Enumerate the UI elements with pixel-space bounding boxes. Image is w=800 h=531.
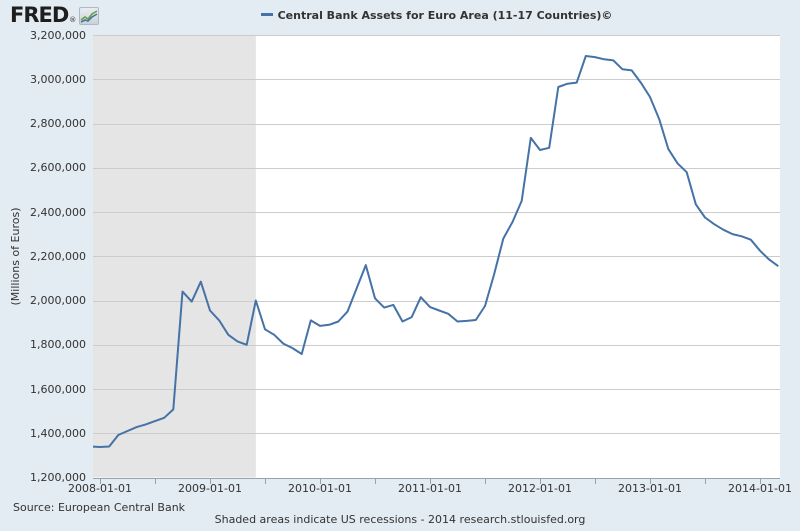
x-axis-tick-label: 2009-01-01 (178, 482, 242, 495)
plot-area[interactable] (93, 35, 780, 479)
x-axis-tick-mark (485, 479, 486, 484)
x-axis-tick-mark (210, 479, 211, 484)
x-axis-tick-label: 2010-01-01 (288, 482, 352, 495)
registered-trademark-symbol: ® (69, 16, 77, 24)
chart-legend: Central Bank Assets for Euro Area (11-17… (93, 5, 780, 24)
y-axis-tick-label: 1,600,000 (30, 382, 86, 396)
y-axis-tick-label: 3,200,000 (30, 28, 86, 42)
x-axis-tick-mark (705, 479, 706, 484)
x-axis-tick-mark (760, 479, 761, 484)
y-axis-tick-label: 1,400,000 (30, 426, 86, 440)
x-axis-tick-mark (320, 479, 321, 484)
x-axis-tick-mark (650, 479, 651, 484)
legend-series-label: Central Bank Assets for Euro Area (11-17… (277, 9, 613, 22)
y-axis-tick-label: 3,000,000 (30, 72, 86, 86)
x-axis-tick-label: 2008-01-01 (68, 482, 132, 495)
fred-logo[interactable]: FRED ® (10, 3, 100, 27)
x-axis-tick-label: 2014-01-01 (728, 482, 792, 495)
y-axis-tick-label: 1,200,000 (30, 471, 86, 484)
y-axis-tick-label: 2,600,000 (30, 161, 86, 175)
recession-note-text: Shaded areas indicate US recessions - 20… (214, 513, 586, 526)
y-axis-tick-label: 2,800,000 (30, 117, 86, 130)
x-axis-tick-mark (100, 479, 101, 484)
x-axis-tick-mark (430, 479, 431, 484)
x-axis-tick-mark (155, 479, 156, 484)
y-axis-tick-label: 1,800,000 (30, 338, 86, 352)
x-axis-tick-label: 2013-01-01 (618, 482, 682, 495)
x-axis-tick-mark (595, 479, 596, 484)
fred-logo-text: FRED (10, 3, 69, 27)
mini-line-chart-icon (79, 7, 100, 25)
y-axis-tick-label: 2,400,000 (30, 205, 86, 219)
x-axis-tick-label: 2012-01-01 (508, 482, 572, 495)
legend-line-swatch (260, 13, 273, 16)
y-axis-tick-label: 2,000,000 (30, 294, 86, 307)
x-axis-tick-mark (540, 479, 541, 484)
y-axis-tick-label: 2,200,000 (30, 249, 86, 263)
x-axis-tick-label: 2011-01-01 (398, 482, 462, 495)
data-line (93, 55, 779, 448)
x-axis-tick-mark (375, 479, 376, 484)
x-axis-tick-mark (265, 479, 266, 484)
source-text: Source: European Central Bank (13, 501, 186, 514)
